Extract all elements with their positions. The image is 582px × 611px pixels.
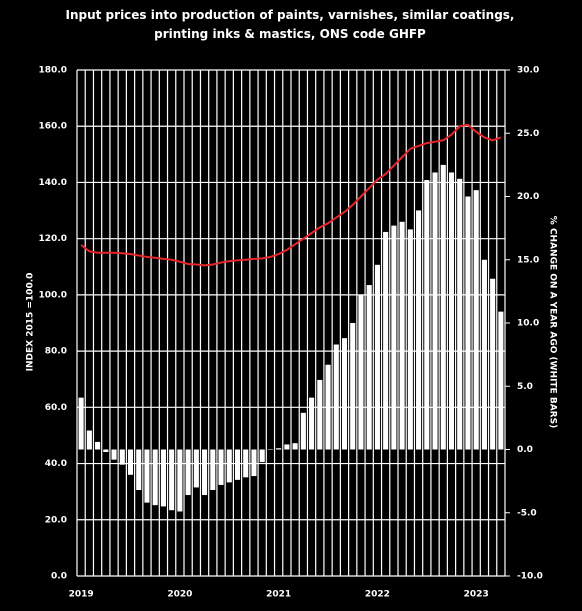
bar: [119, 449, 125, 465]
bar: [416, 210, 422, 450]
bar: [284, 444, 290, 450]
y2-tick-label: 20.0: [517, 192, 539, 202]
bar: [498, 311, 504, 450]
bar: [333, 344, 339, 450]
bar: [457, 178, 463, 450]
bar: [448, 172, 455, 450]
bar: [383, 231, 389, 450]
bar: [103, 449, 109, 453]
y-tick-label: 0.0: [51, 572, 67, 582]
bar: [341, 338, 348, 450]
bar: [440, 164, 446, 450]
y-tick-label: 80.0: [45, 347, 67, 357]
bar: [432, 172, 438, 450]
bar: [160, 449, 166, 507]
y-tick-label: 120.0: [39, 234, 67, 244]
y2-tick-label: 15.0: [517, 255, 539, 265]
bar: [136, 449, 142, 490]
y2-tick-label: -10.0: [517, 572, 543, 582]
x-tick-label: 2021: [266, 590, 291, 600]
x-tick-label: 2022: [365, 590, 390, 600]
bar: [78, 397, 84, 450]
y2-tick-label: -5.0: [517, 508, 537, 518]
bar: [309, 397, 315, 450]
bar: [169, 449, 175, 511]
bar: [144, 449, 150, 503]
bar: [481, 259, 487, 450]
y-tick-label: 60.0: [45, 403, 67, 413]
bar: [226, 449, 232, 483]
bar: [127, 449, 134, 475]
bar: [407, 229, 413, 450]
bar: [317, 379, 323, 450]
bar: [210, 449, 216, 490]
bar: [325, 364, 331, 450]
bar: [473, 190, 479, 450]
bar: [350, 323, 356, 450]
bar: [177, 449, 183, 512]
bar: [366, 285, 372, 450]
line: [80, 123, 502, 267]
bar: [374, 264, 380, 450]
bar: [234, 449, 241, 480]
bar: [95, 441, 101, 450]
y2-tick-label: 0.0: [517, 445, 533, 455]
y2-axis-label: % CHANGE ON A YEAR AGO (WHITE BARS): [548, 216, 558, 428]
y-tick-label: 140.0: [39, 178, 67, 188]
x-tick-label: 2019: [69, 590, 94, 600]
y2-tick-label: 10.0: [517, 319, 539, 329]
bar: [251, 449, 257, 477]
y-tick-label: 180.0: [39, 66, 67, 76]
bar: [218, 449, 224, 485]
chart-title: Input prices into production of paints, …: [65, 8, 515, 41]
bar: [193, 449, 199, 488]
y-tick-label: 20.0: [45, 515, 67, 525]
bar: [86, 430, 92, 450]
y2-tick-label: 25.0: [517, 129, 539, 139]
x-tick-label: 2023: [464, 590, 489, 600]
y-tick-label: 40.0: [45, 459, 67, 469]
bar: [391, 225, 397, 450]
bar: [202, 449, 208, 496]
bar: [243, 449, 249, 478]
bar: [424, 180, 430, 450]
bar: [185, 449, 191, 496]
bar: [490, 278, 496, 450]
y-axis-label: INDEX 2015 =100.0: [26, 273, 36, 372]
bar: [276, 448, 282, 450]
bar: [259, 449, 265, 463]
y2-tick-label: 5.0: [517, 382, 533, 392]
y-tick-label: 160.0: [39, 122, 67, 132]
bar: [292, 443, 298, 450]
bar: [152, 449, 158, 506]
bar: [111, 449, 117, 460]
x-tick-label: 2020: [167, 590, 192, 600]
bar: [267, 449, 273, 450]
y2-tick-label: 30.0: [517, 66, 539, 76]
bar: [399, 221, 405, 450]
bar: [358, 295, 364, 450]
y-tick-label: 100.0: [39, 290, 67, 300]
bar: [465, 196, 471, 450]
bar: [300, 412, 306, 450]
